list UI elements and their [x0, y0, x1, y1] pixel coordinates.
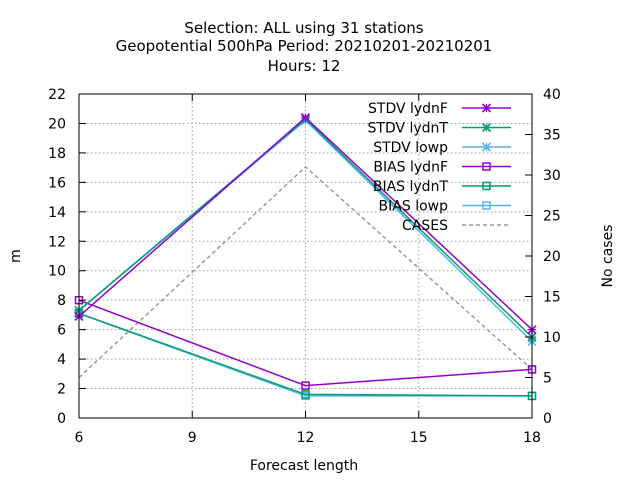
legend-label: STDV lydnT: [368, 121, 449, 137]
data-point: [301, 390, 310, 399]
x-axis-label: Forecast length: [250, 458, 358, 474]
y-tick-label: 8: [57, 293, 66, 309]
legend-marker: [481, 103, 492, 113]
legend: STDV lydnF STDV lydnT STDV lowp BIAS lydnF B…: [368, 101, 511, 234]
y-tick-label: 16: [48, 175, 66, 191]
y-tick-label: 0: [57, 411, 66, 427]
legend-label: BIAS lydnF: [373, 160, 448, 176]
legend-marker: [481, 142, 492, 152]
series-line: [78, 299, 533, 387]
y-tick-label: 14: [48, 205, 66, 221]
y-tick-label: 20: [48, 116, 66, 132]
data-point: [301, 381, 310, 390]
y2-tick-label: 40: [543, 87, 561, 103]
legend-label: STDV lydnF: [368, 101, 448, 117]
legend-marker: [482, 201, 491, 210]
y2-tick-label: 10: [543, 330, 561, 346]
data-point: [300, 112, 311, 123]
x-tick-label: 9: [188, 430, 197, 446]
x-tick-label: 12: [297, 430, 315, 446]
y2-tick-label: 20: [543, 249, 561, 265]
y-tick-label: 18: [48, 146, 66, 162]
grid: [79, 94, 532, 418]
series-layer: [74, 112, 537, 401]
y-tick-label: 10: [48, 264, 66, 280]
series-line: [78, 118, 533, 338]
series-line: [78, 165, 533, 379]
chart-title: Selection: ALL using 31 stations Geopote…: [116, 19, 493, 75]
title-line-3: Hours: 12: [268, 57, 341, 75]
legend-label: BIAS lowp: [379, 199, 449, 215]
legend-label: CASES: [402, 218, 448, 234]
title-line-2: Geopotential 500hPa Period: 20210201-202…: [116, 37, 493, 55]
y-tick-label: 6: [57, 323, 66, 339]
series-line: [78, 312, 533, 397]
y2-tick-label: 35: [543, 128, 561, 144]
x-tick-label: 18: [523, 430, 541, 446]
y2-tick-label: 5: [543, 371, 552, 387]
x-tick-label: 6: [75, 430, 84, 446]
cases-layer: [78, 165, 533, 379]
series-line: [78, 116, 533, 331]
series-cases: [78, 165, 533, 379]
legend-label: STDV lowp: [373, 140, 448, 156]
y2-axis-label: No cases: [600, 225, 616, 288]
legend-marker: [481, 122, 492, 133]
y2-tick-label: 0: [543, 411, 552, 427]
y2-tick-label: 15: [543, 290, 561, 306]
legend-marker: [482, 162, 491, 171]
y2-tick-label: 25: [543, 209, 561, 225]
title-line-1: Selection: ALL using 31 stations: [184, 19, 423, 37]
y-axis-label: m: [8, 249, 24, 263]
y-tick-label: 2: [57, 382, 66, 398]
x-tick-label: 15: [410, 430, 428, 446]
y-tick-label: 12: [48, 234, 66, 250]
legend-label: BIAS lydnT: [373, 179, 449, 195]
legend-marker: [482, 181, 491, 191]
y-tick-label: 22: [48, 87, 66, 103]
y-tick-label: 4: [57, 352, 66, 368]
y2-tick-label: 30: [543, 168, 561, 184]
